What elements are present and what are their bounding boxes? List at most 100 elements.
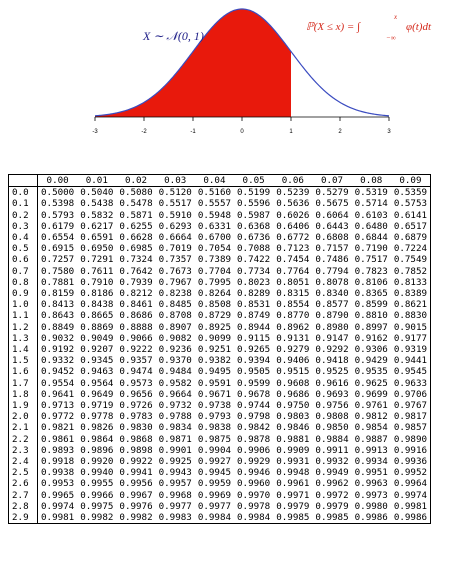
table-cell: 0.9861 xyxy=(41,433,75,445)
table-cell: 0.9986 xyxy=(351,512,391,525)
table-row: 0.5 0.6915 0.6950 0.6985 0.7019 0.7054 0.7088 0… xyxy=(8,243,432,255)
table-cell: 0.8665 xyxy=(80,310,114,322)
table-row: 0.9 0.8159 0.8186 0.8212 0.8238 0.8264 0.8289 0… xyxy=(8,288,432,300)
column-header: 0.05 xyxy=(234,173,274,188)
table-row: 1.4 0.9192 0.9207 0.9222 0.9236 0.9251 0.9265 0… xyxy=(8,344,432,356)
table-cell: 0.9803 xyxy=(276,411,310,423)
table-cell: 0.8051 xyxy=(276,276,310,288)
x-axis-ticks: -3 -2 -1 0 1 2 3 xyxy=(92,117,391,135)
row-header: 2.8 xyxy=(8,500,38,513)
row-header: 0.7 xyxy=(8,265,38,277)
table-row: 2.7 0.9965 0.9966 0.9967 0.9968 0.9969 0.9970 0… xyxy=(8,489,432,501)
table-cell: 0.9878 xyxy=(237,433,271,445)
table-cell: 0.9649 xyxy=(80,388,114,400)
table-row: 2.3 0.9893 0.9896 0.9898 0.9901 0.9904 0.9906 0… xyxy=(8,444,432,457)
cdf-formula: ℙ(X ≤ x) = ∫ x −∞ φ(t)dt xyxy=(306,13,432,42)
column-header: 0.04 xyxy=(194,173,235,188)
table-cell: 0.8907 xyxy=(158,321,192,333)
table-cell: 0.9981 xyxy=(37,512,78,525)
row-header: 2.7 xyxy=(8,489,38,501)
column-header: 0.06 xyxy=(273,173,313,188)
table-cell: 0.8997 xyxy=(354,321,388,333)
table-cell: 0.9591 xyxy=(197,377,232,389)
table-cell: 0.9625 xyxy=(354,377,388,389)
table-cell: 0.5832 xyxy=(80,209,114,221)
table-cell: 0.8264 xyxy=(197,288,232,300)
table-cell: 0.7995 xyxy=(197,276,232,288)
table-cell: 0.7088 xyxy=(237,243,271,255)
table-row: 0.1 0.5398 0.5438 0.5478 0.5517 0.5557 0.5596 0… xyxy=(8,198,432,210)
row-header: 1.7 xyxy=(8,377,38,389)
table-cell: 0.8925 xyxy=(197,321,232,333)
table-row: 1.8 0.9641 0.9649 0.9656 0.9664 0.9671 0.9678 0… xyxy=(8,388,432,401)
table-cell: 0.9686 xyxy=(276,388,310,400)
table-cell: 0.9830 xyxy=(119,422,153,434)
table-cell: 0.7704 xyxy=(197,265,232,277)
table-cell: 0.9940 xyxy=(80,467,114,479)
table-cell: 0.8508 xyxy=(197,299,232,311)
table-cell: 0.5080 xyxy=(119,187,153,199)
table-cell: 0.9788 xyxy=(158,411,192,423)
table-cell: 0.9115 xyxy=(237,332,271,344)
table-cell: 0.5199 xyxy=(237,187,271,199)
table-cell: 0.6772 xyxy=(276,232,310,244)
row-header: 1.4 xyxy=(8,344,38,356)
table-row: 1.2 0.8849 0.8869 0.8888 0.8907 0.8925 0.8944 0… xyxy=(8,321,432,333)
table-cell: 0.9986 xyxy=(390,512,432,525)
row-header: 2.9 xyxy=(8,512,38,525)
table-cell: 0.6950 xyxy=(80,243,114,255)
table-cell: 0.7157 xyxy=(315,243,349,255)
table-cell: 0.9941 xyxy=(119,467,153,479)
table-cell: 0.9890 xyxy=(390,433,432,445)
table-cell: 0.9738 xyxy=(197,400,232,412)
table-row: 2.1 0.9821 0.9826 0.9830 0.9834 0.9838 0.9842 0… xyxy=(8,422,432,434)
table-cell: 0.7422 xyxy=(237,254,271,266)
table-cell: 0.9463 xyxy=(80,366,114,378)
table-cell: 0.9772 xyxy=(41,411,75,423)
normal-curve-plot: -3 -2 -1 0 1 2 3 X ∼ 𝒩(0, 1) ℙ(X ≤ x) = ∫ x −∞… xyxy=(92,8,432,135)
table-cell: 0.9922 xyxy=(119,456,153,468)
table-cell: 0.9949 xyxy=(315,467,349,479)
row-header: 2.5 xyxy=(8,467,38,479)
table-cell: 0.9985 xyxy=(273,512,313,525)
table-row: 0.6 0.7257 0.7291 0.7324 0.7357 0.7389 0.7422 0… xyxy=(8,254,432,266)
table-cell: 0.7357 xyxy=(158,254,192,266)
table-cell: 0.9978 xyxy=(237,500,271,512)
table-cell: 0.9693 xyxy=(315,388,349,400)
table-cell: 0.7967 xyxy=(158,276,192,288)
table-cell: 0.8577 xyxy=(315,299,349,311)
table-cell: 0.9332 xyxy=(41,355,75,367)
table-cell: 0.6368 xyxy=(237,220,271,232)
table-cell: 0.9015 xyxy=(390,321,432,333)
row-header: 2.2 xyxy=(8,433,38,445)
table-cell: 0.9452 xyxy=(41,366,75,378)
table-cell: 0.8962 xyxy=(276,321,310,333)
table-cell: 0.9279 xyxy=(276,344,310,356)
table-row: 0.0 0.5000 0.5040 0.5080 0.5120 0.5160 0.5199 0… xyxy=(8,186,432,199)
table-cell: 0.9608 xyxy=(276,377,310,389)
table-cell: 0.5793 xyxy=(41,209,75,221)
table-row: 2.5 0.9938 0.9940 0.9941 0.9943 0.9945 0.9946 0… xyxy=(8,467,432,479)
table-cell: 0.9971 xyxy=(276,489,310,501)
table-cell: 0.7734 xyxy=(237,265,271,277)
table-cell: 0.9474 xyxy=(119,366,153,378)
table-cell: 0.9854 xyxy=(354,422,388,434)
table-cell: 0.9812 xyxy=(354,411,388,423)
table-cell: 0.6664 xyxy=(158,232,192,244)
column-header: 0.07 xyxy=(312,173,352,188)
cdf-formula-main: ℙ(X ≤ x) = ∫ xyxy=(306,21,361,33)
table-cell: 0.7642 xyxy=(119,265,153,277)
row-header: 2.6 xyxy=(8,478,38,490)
table-cell: 0.9932 xyxy=(315,456,349,468)
table-cell: 0.7611 xyxy=(80,265,114,277)
table-cell: 0.8888 xyxy=(119,321,153,333)
x-tick-label: 2 xyxy=(338,129,342,135)
table-cell: 0.5753 xyxy=(390,198,432,210)
table-cell: 0.6443 xyxy=(315,220,349,232)
table-cell: 0.8599 xyxy=(354,299,388,311)
table-cell: 0.5279 xyxy=(315,187,349,199)
table-cell: 0.6293 xyxy=(158,220,192,232)
table-cell: 0.9976 xyxy=(119,500,153,512)
table-cell: 0.9982 xyxy=(116,512,156,525)
table-cell: 0.8849 xyxy=(41,321,75,333)
